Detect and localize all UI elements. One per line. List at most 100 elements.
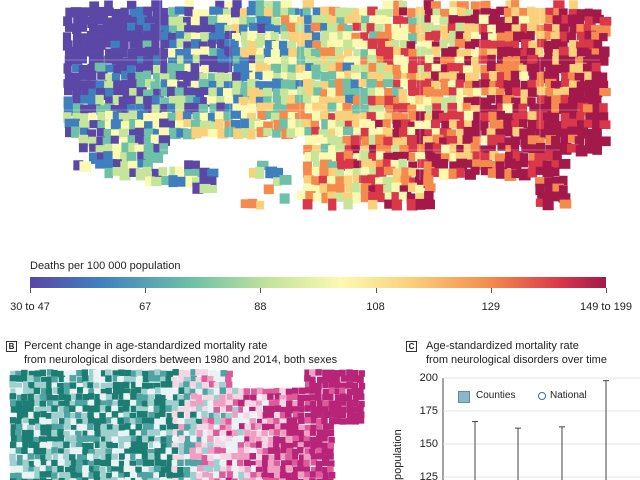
county-change-cell: [33, 429, 41, 437]
county-cell: [495, 161, 505, 171]
county-cell: [456, 120, 467, 131]
county-change-cell: [87, 430, 94, 437]
county-cell: [169, 127, 181, 140]
county-cell: [257, 23, 269, 34]
county-change-cell: [286, 442, 294, 450]
county-change-cell: [142, 459, 150, 467]
county-change-cell: [51, 418, 59, 426]
county-change-cell: [70, 459, 78, 467]
county-cell: [321, 30, 332, 42]
county-cell: [359, 95, 368, 105]
county-change-cell: [214, 418, 221, 425]
county-cell: [334, 110, 344, 121]
county-change-cell: [64, 477, 72, 480]
county-change-cell: [93, 388, 101, 395]
county-cell: [489, 151, 499, 160]
county-change-cell: [171, 466, 178, 473]
county-change-cell: [34, 399, 41, 406]
county-cell: [297, 16, 309, 26]
county-cell: [150, 134, 161, 143]
county-cell: [376, 62, 388, 75]
county-cell: [512, 16, 522, 26]
county-cell: [400, 119, 411, 130]
county-cell: [320, 143, 331, 155]
county-cell: [512, 87, 521, 97]
county-change-cell: [81, 454, 88, 462]
county-cell: [399, 40, 410, 49]
county-cell: [399, 185, 412, 194]
county-change-cell: [268, 436, 275, 444]
county-cell: [247, 78, 259, 88]
county-cell: [454, 56, 465, 69]
county-change-cell: [82, 418, 89, 425]
county-change-cell: [273, 429, 281, 436]
county-change-cell: [189, 453, 197, 460]
county-cell: [207, 168, 219, 178]
county-change-cell: [135, 466, 142, 474]
county-cell: [360, 183, 372, 194]
county-cell: [183, 87, 194, 97]
legend-tick-label: 67: [139, 301, 152, 313]
county-change-cell: [93, 369, 100, 377]
county-change-cell: [333, 376, 340, 383]
county-cell: [544, 31, 556, 41]
county-cell: [591, 62, 601, 74]
county-cell: [263, 16, 272, 26]
county-cell: [584, 8, 593, 18]
county-change-cell: [184, 424, 191, 431]
county-change-cell: [46, 382, 53, 389]
county-change-cell: [75, 459, 83, 467]
county-cell: [105, 158, 117, 169]
county-cell: [73, 16, 85, 26]
county-change-cell: [111, 477, 118, 480]
county-cell: [190, 119, 202, 132]
county-cell: [158, 127, 170, 137]
mortality-over-time-chart: [442, 377, 640, 480]
county-change-cell: [124, 423, 131, 430]
county-cell: [510, 136, 520, 146]
county-change-cell: [28, 370, 36, 378]
county-cell: [351, 105, 363, 117]
county-change-cell: [310, 412, 318, 419]
county-cell: [102, 137, 114, 146]
county-change-cell: [135, 417, 142, 424]
county-change-cell: [184, 399, 191, 407]
county-cell: [551, 135, 561, 148]
county-cell: [247, 49, 257, 58]
county-cell: [408, 112, 420, 121]
county-cell: [104, 81, 115, 90]
county-cell: [192, 54, 202, 64]
county-cell: [406, 193, 416, 203]
county-change-cell: [196, 400, 204, 407]
county-change-cell: [88, 466, 96, 473]
county-change-cell: [268, 400, 276, 407]
county-cell: [454, 63, 464, 74]
county-cell: [424, 113, 434, 123]
county-change-cell: [262, 448, 270, 455]
county-cell: [312, 57, 324, 66]
county-cell: [88, 112, 97, 122]
county-change-cell: [243, 394, 250, 402]
county-cell: [377, 73, 386, 83]
county-cell: [271, 17, 281, 28]
county-cell: [240, 118, 250, 129]
county-change-cell: [184, 430, 191, 438]
county-change-cell: [63, 430, 70, 438]
county-change-cell: [28, 448, 36, 455]
county-cell: [183, 128, 196, 140]
county-cell: [376, 159, 385, 169]
county-cell: [416, 86, 429, 98]
county-cell: [536, 72, 547, 81]
county-change-cell: [75, 472, 83, 479]
county-cell: [487, 145, 496, 154]
county-cell: [224, 103, 235, 115]
county-cell: [352, 168, 365, 179]
county-cell: [345, 7, 357, 17]
county-cell: [550, 191, 562, 202]
county-cell: [536, 142, 546, 154]
county-cell: [391, 199, 402, 211]
county-change-cell: [76, 447, 83, 454]
county-change-cell: [297, 394, 305, 402]
county-cell: [503, 62, 514, 72]
county-change-cell: [304, 412, 312, 420]
